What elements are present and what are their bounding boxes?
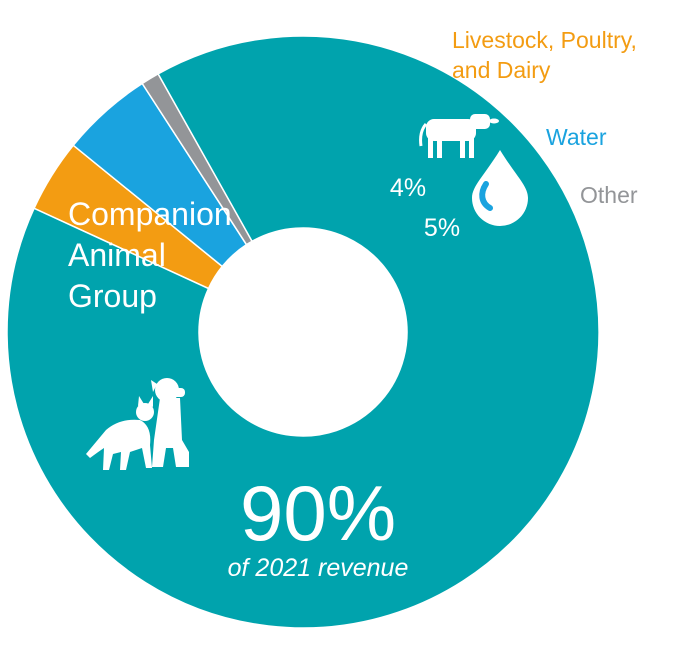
slice-label-water: 5%	[424, 214, 460, 242]
label-companion-line3: Group	[68, 278, 157, 314]
cow-icon	[419, 114, 499, 158]
water-drop-icon	[472, 150, 528, 226]
label-companion-line1: Companion	[68, 196, 232, 232]
slice-label-livestock: 4%	[390, 174, 426, 202]
label-companion-line2: Animal	[68, 237, 166, 273]
cat-and-dog-icon	[86, 378, 189, 470]
label-livestock-line1: Livestock, Poultry,	[452, 27, 637, 53]
slices-group	[6, 35, 600, 629]
label-water: Water	[546, 124, 607, 150]
main-percentage: 90%	[240, 469, 396, 557]
revenue-caption: of 2021 revenue	[228, 554, 409, 582]
label-livestock-line2: and Dairy	[452, 57, 551, 83]
label-other: Other	[580, 182, 638, 208]
slice-companion-animal	[6, 35, 600, 629]
